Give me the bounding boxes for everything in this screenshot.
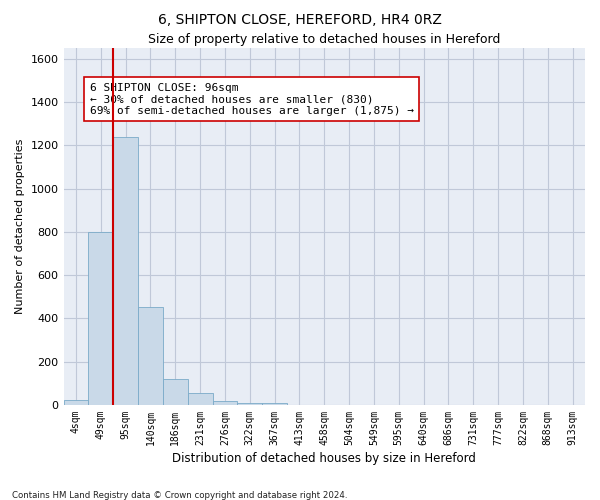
Bar bbox=[163, 379, 188, 405]
Text: Contains HM Land Registry data © Crown copyright and database right 2024.: Contains HM Land Registry data © Crown c… bbox=[12, 490, 347, 500]
Text: 6, SHIPTON CLOSE, HEREFORD, HR4 0RZ: 6, SHIPTON CLOSE, HEREFORD, HR4 0RZ bbox=[158, 12, 442, 26]
Bar bbox=[188, 393, 212, 405]
Title: Size of property relative to detached houses in Hereford: Size of property relative to detached ho… bbox=[148, 32, 500, 46]
X-axis label: Distribution of detached houses by size in Hereford: Distribution of detached houses by size … bbox=[172, 452, 476, 465]
Bar bbox=[64, 400, 88, 405]
Y-axis label: Number of detached properties: Number of detached properties bbox=[15, 139, 25, 314]
Bar bbox=[212, 400, 238, 405]
Bar bbox=[138, 306, 163, 405]
Bar bbox=[238, 403, 262, 405]
Bar bbox=[88, 232, 113, 405]
Bar bbox=[262, 403, 287, 405]
Text: 6 SHIPTON CLOSE: 96sqm
← 30% of detached houses are smaller (830)
69% of semi-de: 6 SHIPTON CLOSE: 96sqm ← 30% of detached… bbox=[89, 82, 413, 116]
Bar bbox=[113, 136, 138, 405]
